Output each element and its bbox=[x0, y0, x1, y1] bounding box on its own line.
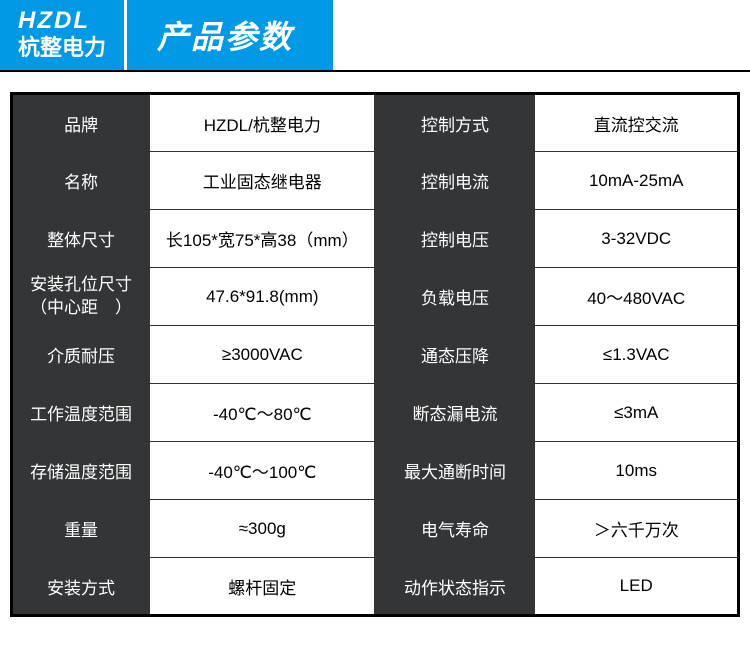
table-row: 安装孔位尺寸（中心距 ）47.6*91.8(mm)负载电压40～480VAC bbox=[12, 268, 739, 326]
param-label-right: 电气寿命 bbox=[375, 500, 535, 558]
table-row: 介质耐压≥3000VAC通态压降≤1.3VAC bbox=[12, 326, 739, 384]
param-label-right: 负载电压 bbox=[375, 268, 535, 326]
param-label-right: 控制方式 bbox=[375, 94, 535, 152]
param-label-right: 动作状态指示 bbox=[375, 558, 535, 616]
table-row: 名称工业固态继电器控制电流10mA-25mA bbox=[12, 152, 739, 210]
logo-cn: 杭整电力 bbox=[18, 35, 106, 61]
param-label-right: 控制电压 bbox=[375, 210, 535, 268]
param-value-right: ≤3mA bbox=[535, 384, 739, 442]
param-value-left: -40℃～100℃ bbox=[150, 442, 375, 500]
table-row: 整体尺寸长105*宽75*高38（mm）控制电压3-32VDC bbox=[12, 210, 739, 268]
param-label-left: 介质耐压 bbox=[12, 326, 150, 384]
param-value-right: ≤1.3VAC bbox=[535, 326, 739, 384]
param-value-right: 10mA-25mA bbox=[535, 152, 739, 210]
param-value-right: 40～480VAC bbox=[535, 268, 739, 326]
table-row: 安装方式螺杆固定动作状态指示LED bbox=[12, 558, 739, 616]
param-label-left: 整体尺寸 bbox=[12, 210, 150, 268]
param-value-right: 直流控交流 bbox=[535, 94, 739, 152]
param-value-right: 10ms bbox=[535, 442, 739, 500]
param-value-left: ≥3000VAC bbox=[150, 326, 375, 384]
spec-table: 品牌HZDL/杭整电力控制方式直流控交流名称工业固态继电器控制电流10mA-25… bbox=[10, 92, 740, 617]
param-label-left: 工作温度范围 bbox=[12, 384, 150, 442]
param-value-left: ≈300g bbox=[150, 500, 375, 558]
param-label-right: 断态漏电流 bbox=[375, 384, 535, 442]
param-value-left: -40℃～80℃ bbox=[150, 384, 375, 442]
param-value-right: ＞六千万次 bbox=[535, 500, 739, 558]
param-value-left: 长105*宽75*高38（mm） bbox=[150, 210, 375, 268]
table-row: 工作温度范围-40℃～80℃断态漏电流≤3mA bbox=[12, 384, 739, 442]
header: HZDL 杭整电力 产品参数 bbox=[0, 0, 750, 72]
param-value-right: 3-32VDC bbox=[535, 210, 739, 268]
table-row: 重量≈300g电气寿命＞六千万次 bbox=[12, 500, 739, 558]
page-title: 产品参数 bbox=[127, 0, 333, 70]
param-label-right: 通态压降 bbox=[375, 326, 535, 384]
logo-box: HZDL 杭整电力 bbox=[0, 0, 127, 70]
param-label-left: 安装方式 bbox=[12, 558, 150, 616]
table-row: 存储温度范围-40℃～100℃最大通断时间10ms bbox=[12, 442, 739, 500]
param-value-left: 工业固态继电器 bbox=[150, 152, 375, 210]
param-label-left: 重量 bbox=[12, 500, 150, 558]
param-label-left: 名称 bbox=[12, 152, 150, 210]
param-label-right: 控制电流 bbox=[375, 152, 535, 210]
param-value-left: 螺杆固定 bbox=[150, 558, 375, 616]
param-label-right: 最大通断时间 bbox=[375, 442, 535, 500]
param-value-right: LED bbox=[535, 558, 739, 616]
logo-en: HZDL bbox=[18, 9, 106, 33]
table-row: 品牌HZDL/杭整电力控制方式直流控交流 bbox=[12, 94, 739, 152]
param-label-left: 品牌 bbox=[12, 94, 150, 152]
param-value-left: 47.6*91.8(mm) bbox=[150, 268, 375, 326]
param-label-left: 存储温度范围 bbox=[12, 442, 150, 500]
param-label-left: 安装孔位尺寸（中心距 ） bbox=[12, 268, 150, 326]
param-value-left: HZDL/杭整电力 bbox=[150, 94, 375, 152]
